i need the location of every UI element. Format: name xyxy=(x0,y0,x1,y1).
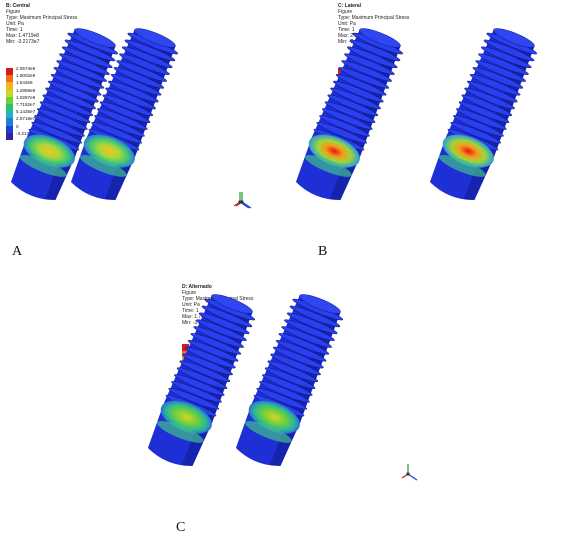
panel-b-line-unit: Unit: Pa xyxy=(338,21,356,27)
legend-swatch xyxy=(6,118,13,126)
legend-label: 5.1435e7 xyxy=(16,109,36,115)
legend-swatch xyxy=(6,82,13,90)
panel-a-line-type: Type: Maximum Principal Stress xyxy=(6,15,78,21)
panel-b-implants xyxy=(295,28,538,200)
triad-axis-icon xyxy=(401,464,418,481)
implant-a-right xyxy=(70,28,179,200)
panel-c-line-unit: Unit: Pa xyxy=(182,302,200,308)
legend-label: 1.8002e8 xyxy=(16,73,36,79)
triad-axis-icon xyxy=(233,192,250,209)
panel-a-title: B: Central xyxy=(6,3,30,9)
implant-b-right xyxy=(429,28,538,200)
panel-a-line-time: Time: 1 xyxy=(6,27,23,33)
panel-a-line-unit: Unit: Pa xyxy=(6,21,24,27)
panel-a: B: Central Figure Type: Maximum Principa… xyxy=(0,0,290,265)
panel-b-line-type: Type: Maximum Principal Stress xyxy=(338,15,410,21)
panel-a-line-figure: Figure xyxy=(6,9,21,15)
panel-c-letter: C xyxy=(176,520,186,535)
legend-swatch xyxy=(6,111,13,119)
legend-swatch xyxy=(6,96,13,104)
panel-c: D: Alternado Figure Type: Maximum Princi… xyxy=(0,268,586,535)
panel-c-title: D: Alternado xyxy=(182,284,212,290)
panel-c-line-time: Time: 1 xyxy=(182,308,199,314)
panel-b-line-figure: Figure xyxy=(338,9,353,15)
legend-label: 2.5718e7 xyxy=(16,116,36,122)
legend-label: 1.543e8 xyxy=(16,80,33,86)
legend-label: -3.2173e7 xyxy=(16,130,37,136)
legend-label: 2.0574e8 xyxy=(16,66,36,71)
legend-label: 7.7152e7 xyxy=(16,102,36,107)
panel-c-implants xyxy=(147,294,344,466)
panel-a-letter: A xyxy=(12,244,23,259)
legend-swatch xyxy=(6,68,13,76)
implant-a-left xyxy=(10,28,119,200)
panel-b: C: Lateral Figure Type: Maximum Principa… xyxy=(233,0,586,265)
panel-a-legend: 2.0574e8 1.8002e8 1.543e8 1.2859e8 1.0287e8 7… xyxy=(6,66,56,140)
legend-label: 1.2859e8 xyxy=(16,87,36,93)
legend-swatch xyxy=(6,104,13,112)
panel-a-header: B: Central Figure Type: Maximum Principa… xyxy=(6,3,77,45)
panel-a-line-max: Max: 1.4719e8 xyxy=(6,33,40,39)
panel-c-line-max: Max: 1.7474e8 xyxy=(182,314,216,320)
panel-a-implants xyxy=(10,28,179,200)
implant-c-left xyxy=(147,294,256,466)
panel-b-title: C: Lateral xyxy=(338,3,362,9)
implant-c-right xyxy=(235,294,344,466)
panel-b-line-time: Time: 1 xyxy=(338,27,355,33)
implant-b-left xyxy=(295,28,404,200)
legend-swatch xyxy=(6,89,13,97)
legend-swatch xyxy=(6,75,13,83)
panel-a-line-min: Min: -3.2173e7 xyxy=(6,39,40,45)
panel-b-letter: B xyxy=(318,244,328,259)
panel-c-line-min: Min: -3.23e7 xyxy=(182,320,210,326)
legend-swatch xyxy=(6,125,13,133)
panel-c-line-figure: Figure xyxy=(182,290,197,296)
legend-label: 1.0287e8 xyxy=(16,94,36,100)
legend-label: 0 xyxy=(16,123,19,129)
legend-swatch xyxy=(6,132,13,140)
